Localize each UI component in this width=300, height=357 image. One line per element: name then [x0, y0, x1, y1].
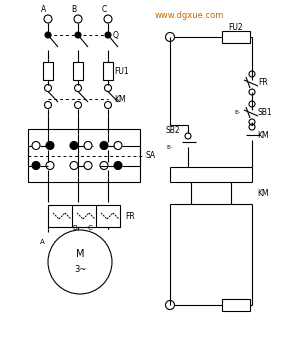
Circle shape — [100, 141, 108, 150]
Text: B: B — [71, 5, 76, 14]
Circle shape — [114, 161, 122, 170]
Circle shape — [105, 32, 111, 38]
Bar — [222, 31, 250, 43]
Circle shape — [32, 161, 40, 170]
Text: E-: E- — [166, 145, 172, 150]
Bar — [191, 182, 231, 204]
Bar — [28, 129, 140, 182]
Text: C: C — [88, 225, 93, 231]
Text: www.dgxue.com: www.dgxue.com — [155, 10, 224, 20]
Text: FR: FR — [258, 77, 268, 86]
Text: SB1: SB1 — [258, 107, 273, 116]
Circle shape — [46, 141, 54, 150]
Circle shape — [75, 32, 81, 38]
Text: KM: KM — [114, 95, 126, 104]
Bar — [222, 299, 250, 311]
Bar — [48, 205, 120, 227]
Text: FR: FR — [125, 211, 135, 221]
Text: A: A — [40, 239, 45, 245]
Text: Q: Q — [113, 30, 119, 40]
Text: A: A — [41, 5, 46, 14]
Text: M: M — [76, 249, 84, 259]
Bar — [73, 62, 83, 80]
Text: FU2: FU2 — [229, 22, 243, 31]
Text: SA: SA — [146, 151, 156, 160]
Text: C: C — [101, 5, 106, 14]
Text: E-: E- — [234, 110, 240, 115]
Bar — [103, 62, 113, 80]
Text: 3~: 3~ — [74, 266, 86, 275]
Circle shape — [70, 141, 78, 150]
Bar — [43, 62, 53, 80]
Text: FU1: FU1 — [114, 66, 129, 75]
Text: B: B — [72, 225, 77, 231]
Text: KM: KM — [257, 131, 269, 140]
Text: SB2: SB2 — [166, 126, 181, 135]
Circle shape — [45, 32, 51, 38]
Text: KM: KM — [257, 188, 269, 197]
